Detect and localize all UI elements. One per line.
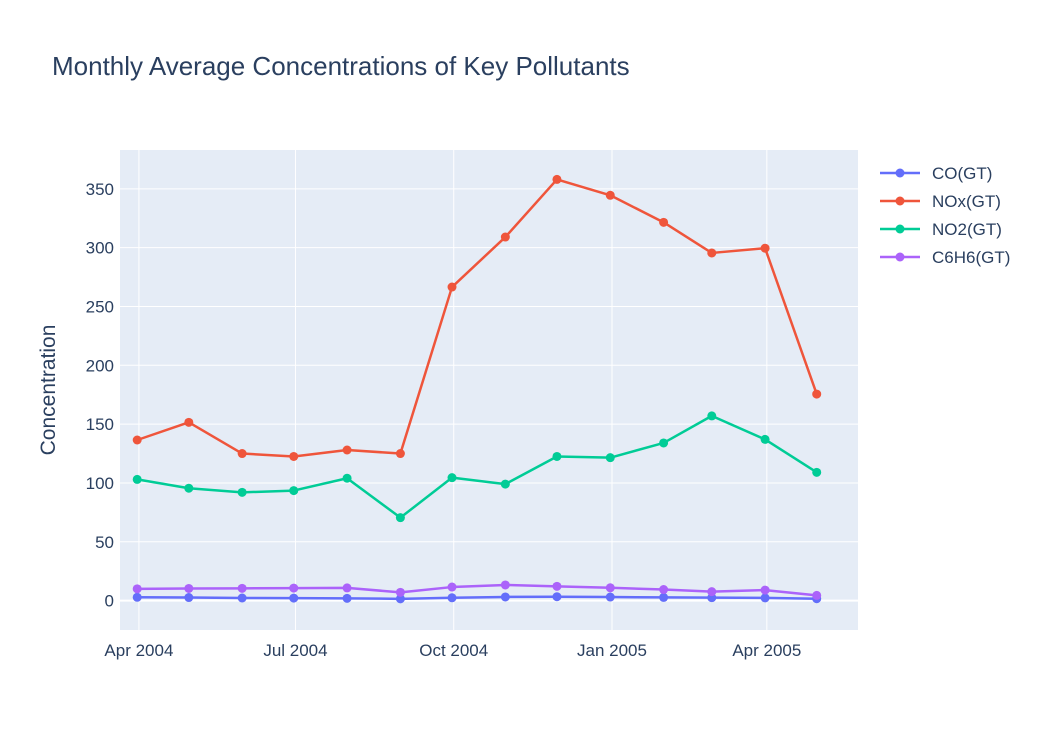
data-point[interactable]: [500, 592, 510, 602]
data-point[interactable]: [395, 449, 405, 459]
data-point[interactable]: [184, 593, 194, 603]
series-CO(GT)[interactable]: [132, 592, 822, 604]
data-point[interactable]: [605, 592, 615, 602]
data-point[interactable]: [500, 479, 510, 489]
legend-label: NO2(GT): [932, 220, 1002, 239]
series-NO2(GT)[interactable]: [132, 411, 822, 523]
legend-item[interactable]: NOx(GT): [880, 192, 1001, 211]
plot-area: [120, 150, 858, 630]
data-point[interactable]: [552, 451, 562, 461]
y-gridlines: [120, 188, 858, 602]
data-point[interactable]: [342, 593, 352, 603]
y-tick-label: 100: [86, 474, 114, 493]
data-point[interactable]: [289, 583, 299, 593]
data-point[interactable]: [707, 411, 717, 421]
data-point[interactable]: [707, 248, 717, 258]
y-axis-ticks: 0 50 100 150 200 250 300 350: [86, 180, 114, 611]
data-point[interactable]: [605, 190, 615, 200]
data-point[interactable]: [184, 417, 194, 427]
data-point[interactable]: [342, 583, 352, 593]
y-tick-label: 0: [105, 592, 114, 611]
legend-label: NOx(GT): [932, 192, 1001, 211]
series-line: [136, 178, 818, 458]
data-point[interactable]: [812, 389, 822, 399]
data-point[interactable]: [707, 587, 717, 597]
data-point[interactable]: [447, 282, 457, 292]
data-point[interactable]: [395, 594, 405, 604]
legend-marker: [895, 168, 905, 178]
legend-item[interactable]: NO2(GT): [880, 220, 1002, 239]
x-tick-label: Apr 2005: [732, 641, 801, 660]
data-point[interactable]: [395, 587, 405, 597]
data-point[interactable]: [659, 217, 669, 227]
y-tick-label: 150: [86, 415, 114, 434]
x-tick-label: Jan 2005: [577, 641, 647, 660]
x-tick-label: Oct 2004: [419, 641, 488, 660]
data-point[interactable]: [289, 486, 299, 496]
data-point[interactable]: [760, 243, 770, 253]
data-point[interactable]: [132, 474, 142, 484]
data-point[interactable]: [132, 435, 142, 445]
y-tick-label: 50: [95, 533, 114, 552]
legend-marker: [895, 252, 905, 262]
data-point[interactable]: [237, 449, 247, 459]
data-point[interactable]: [447, 582, 457, 592]
y-axis-title: Concentration: [37, 325, 60, 456]
data-point[interactable]: [132, 592, 142, 602]
chart-title: Monthly Average Concentrations of Key Po…: [52, 51, 630, 81]
data-point[interactable]: [132, 584, 142, 594]
legend[interactable]: CO(GT) NOx(GT) NO2(GT) C6H6(GT): [880, 164, 1010, 267]
x-axis-ticks: Apr 2004 Jul 2004 Oct 2004 Jan 2005 Apr 2005: [104, 641, 801, 660]
data-point[interactable]: [552, 581, 562, 591]
data-point[interactable]: [812, 467, 822, 477]
data-point[interactable]: [760, 585, 770, 595]
data-point[interactable]: [342, 445, 352, 455]
data-point[interactable]: [184, 583, 194, 593]
data-point[interactable]: [289, 451, 299, 461]
series-line: [137, 583, 817, 597]
data-point[interactable]: [447, 593, 457, 603]
data-point[interactable]: [289, 593, 299, 603]
series-line: [137, 595, 817, 601]
legend-item[interactable]: C6H6(GT): [880, 248, 1010, 267]
y-tick-label: 250: [86, 297, 114, 316]
series-layer: [132, 174, 822, 604]
data-point[interactable]: [237, 487, 247, 497]
data-point[interactable]: [237, 593, 247, 603]
data-point[interactable]: [659, 592, 669, 602]
series-line: [136, 414, 818, 519]
y-tick-label: 350: [86, 180, 114, 199]
legend-marker: [895, 196, 905, 206]
data-point[interactable]: [605, 583, 615, 593]
legend-label: C6H6(GT): [932, 248, 1010, 267]
legend-item[interactable]: CO(GT): [880, 164, 992, 183]
data-point[interactable]: [500, 580, 510, 590]
legend-marker: [895, 224, 905, 234]
series-C6H6(GT)[interactable]: [132, 580, 822, 600]
data-point[interactable]: [760, 593, 770, 603]
y-tick-label: 200: [86, 356, 114, 375]
data-point[interactable]: [659, 438, 669, 448]
data-point[interactable]: [760, 434, 770, 444]
data-point[interactable]: [500, 232, 510, 242]
data-point[interactable]: [552, 592, 562, 602]
x-gridlines: [138, 150, 768, 630]
data-point[interactable]: [605, 453, 615, 463]
y-tick-label: 300: [86, 239, 114, 258]
data-point[interactable]: [552, 174, 562, 184]
data-point[interactable]: [237, 583, 247, 593]
data-point[interactable]: [184, 483, 194, 493]
legend-label: CO(GT): [932, 164, 992, 183]
data-point[interactable]: [342, 473, 352, 483]
x-tick-label: Apr 2004: [104, 641, 173, 660]
data-point[interactable]: [659, 585, 669, 595]
data-point[interactable]: [812, 590, 822, 600]
series-NOx(GT)[interactable]: [132, 174, 822, 461]
x-tick-label: Jul 2004: [263, 641, 327, 660]
data-point[interactable]: [395, 513, 405, 523]
data-point[interactable]: [447, 473, 457, 483]
